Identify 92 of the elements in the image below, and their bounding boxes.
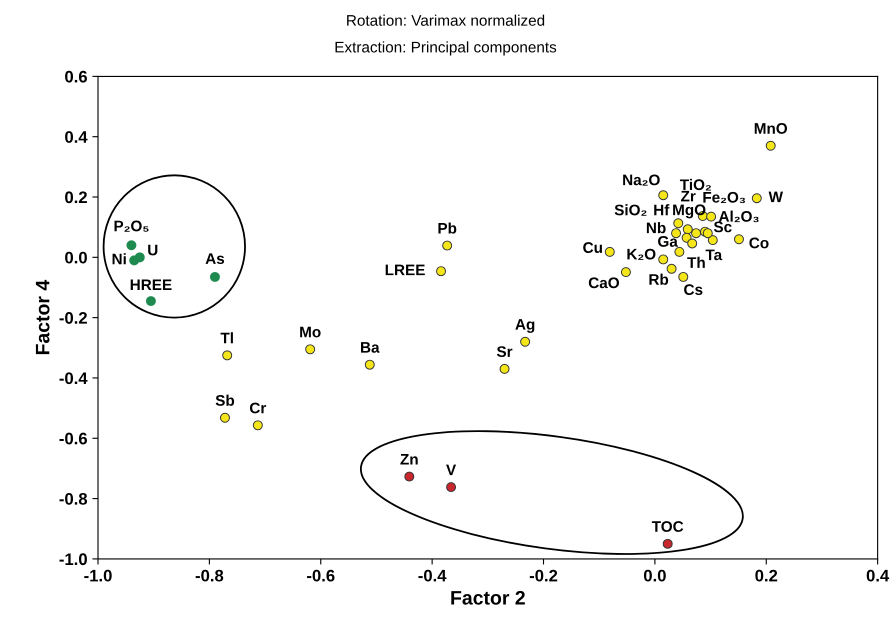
y-axis-title: Factor 4 bbox=[36, 280, 50, 354]
point bbox=[604, 246, 615, 257]
x-tick-label: -0.2 bbox=[530, 570, 558, 582]
point bbox=[305, 344, 316, 354]
point bbox=[364, 360, 375, 370]
annotation: SiO₂ bbox=[614, 204, 646, 216]
annotation: Ta bbox=[706, 250, 722, 260]
annotation: Co bbox=[749, 238, 769, 248]
y-tick-label: -0.4 bbox=[60, 372, 88, 384]
x-tick-label: -0.4 bbox=[418, 570, 446, 582]
annotation: MnO bbox=[754, 123, 788, 134]
point bbox=[702, 228, 713, 238]
x-tick-label: 0.0 bbox=[644, 570, 666, 582]
annotation: Th bbox=[687, 256, 705, 268]
annotation: Ni bbox=[112, 253, 126, 264]
point bbox=[673, 218, 684, 228]
annotation: Sr bbox=[496, 346, 512, 358]
chart-title: Rotation: Varimax normalized bbox=[347, 14, 544, 26]
point bbox=[146, 296, 156, 306]
annotation: Tl bbox=[220, 332, 233, 344]
annotation: Al₂O₃ bbox=[718, 210, 759, 222]
annotation: Na₂O bbox=[623, 174, 660, 186]
annotation: CaO bbox=[588, 277, 619, 288]
point bbox=[446, 482, 456, 492]
annotation: HREE bbox=[130, 279, 172, 290]
point bbox=[620, 267, 631, 278]
y-tick-label: -0.6 bbox=[60, 432, 87, 444]
annotation: Pb bbox=[438, 222, 456, 234]
point bbox=[766, 140, 776, 151]
point bbox=[500, 364, 510, 374]
annotation: MgO bbox=[673, 204, 706, 218]
point bbox=[706, 212, 716, 222]
point bbox=[691, 228, 702, 238]
x-tick-label: 0.4 bbox=[866, 570, 890, 582]
point bbox=[442, 240, 452, 251]
y-tick-label: -1.0 bbox=[60, 553, 87, 566]
y-tick-label: 0.4 bbox=[65, 131, 88, 143]
chart-subtitle: Extraction: Principal components bbox=[336, 41, 556, 56]
annotation: U bbox=[148, 244, 158, 256]
point bbox=[210, 272, 220, 282]
annotation: V bbox=[446, 464, 456, 476]
point bbox=[658, 254, 668, 264]
point bbox=[662, 538, 673, 549]
x-tick-label: -1.0 bbox=[84, 570, 112, 582]
annotation: Nb bbox=[646, 222, 666, 234]
x-tick-label: -0.8 bbox=[196, 570, 224, 582]
point bbox=[708, 235, 718, 246]
point bbox=[734, 234, 744, 244]
annotation: Cs bbox=[684, 284, 702, 296]
annotation: W bbox=[768, 192, 783, 202]
x-axis-title: Factor 2 bbox=[451, 590, 525, 605]
point bbox=[222, 350, 232, 360]
annotation: Rb bbox=[649, 274, 668, 285]
annotation: Ga bbox=[658, 236, 678, 247]
annotation: Ba bbox=[361, 342, 380, 353]
point bbox=[678, 272, 688, 282]
annotation: Sb bbox=[216, 394, 234, 406]
y-tick-label: 0.0 bbox=[65, 252, 87, 264]
annotation: Zn bbox=[400, 454, 418, 465]
point bbox=[658, 190, 668, 200]
y-tick-label: -0.8 bbox=[60, 492, 88, 505]
point bbox=[252, 420, 263, 430]
x-tick-label: 0.2 bbox=[755, 570, 778, 582]
annotation: Sc bbox=[714, 221, 732, 232]
point bbox=[220, 412, 230, 423]
point bbox=[436, 266, 446, 276]
annotation: Fe₂O₃ bbox=[703, 192, 746, 204]
y-tick-label: 0.2 bbox=[65, 191, 87, 204]
point bbox=[404, 472, 414, 482]
point bbox=[666, 264, 677, 274]
annotation: As bbox=[206, 253, 224, 264]
y-tick-label: 0.6 bbox=[65, 70, 87, 83]
x-tick-label: -0.6 bbox=[307, 570, 335, 582]
annotation: Cu bbox=[583, 242, 602, 253]
point bbox=[126, 240, 136, 250]
point bbox=[752, 193, 762, 204]
y-tick-label: -0.2 bbox=[60, 312, 87, 324]
annotation: Mo bbox=[300, 326, 321, 338]
annotation: Ag bbox=[515, 319, 534, 333]
annotation: K₂O bbox=[627, 248, 656, 260]
point bbox=[674, 246, 684, 257]
annotation: TOC bbox=[652, 521, 684, 532]
point bbox=[520, 336, 530, 347]
point bbox=[682, 224, 693, 234]
annotation: TiO₂ bbox=[680, 178, 711, 190]
point bbox=[134, 252, 145, 262]
annotation: Cr bbox=[250, 402, 266, 414]
annotation: LREE bbox=[386, 264, 425, 276]
annotation: Zr bbox=[681, 190, 696, 202]
annotation: P₂O₅ bbox=[114, 220, 149, 232]
annotation: Hf bbox=[654, 204, 670, 216]
point bbox=[687, 238, 698, 248]
